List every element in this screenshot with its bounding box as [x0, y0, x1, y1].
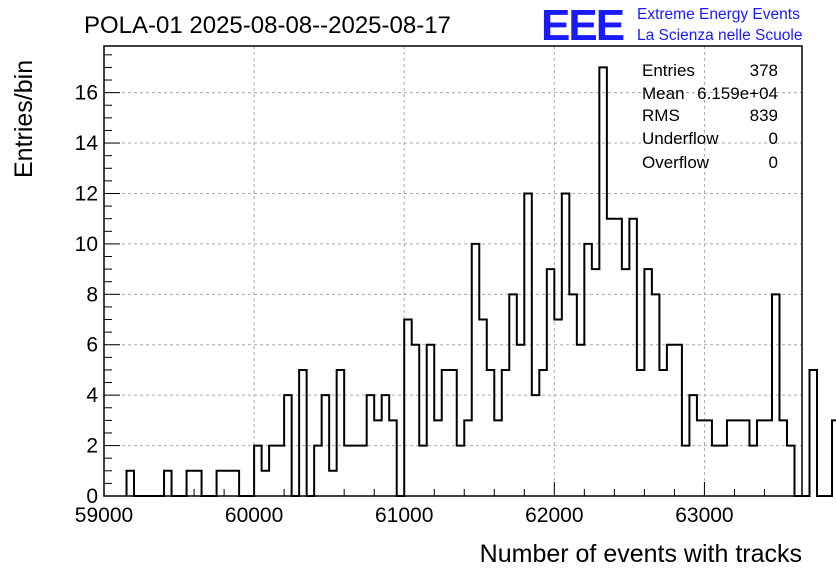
chart-title: POLA-01 2025-08-08--2025-08-17: [84, 12, 451, 39]
stat-value: 839: [750, 106, 778, 125]
y-tick-label: 10: [75, 233, 98, 256]
stat-label: RMS: [642, 106, 680, 125]
grid-lines: [103, 46, 802, 497]
eee-logo: EEE Extreme Energy Events La Scienza nel…: [541, 1, 802, 50]
logo-line-2: La Scienza nelle Scuole: [637, 27, 802, 44]
stat-label: Mean: [642, 84, 685, 103]
histogram-series: [125, 66, 836, 497]
y-tick-label: 14: [75, 132, 99, 155]
y-tick-label: 0: [86, 485, 98, 508]
y-tick-label: 16: [75, 82, 98, 105]
x-tick-label: 61000: [375, 504, 433, 527]
y-tick-label: 2: [86, 435, 98, 458]
stat-value: 378: [750, 61, 778, 80]
y-tick-label: 8: [86, 283, 98, 306]
stat-label: Entries: [642, 61, 695, 80]
stat-label: Underflow: [642, 129, 719, 148]
x-tick-label: 63000: [675, 504, 733, 527]
stats-box: Entries 378 Mean 6.159e+04 RMS 839 Underflow 0 O…: [642, 61, 778, 172]
y-tick-label: 4: [86, 384, 98, 407]
x-tick-label: 62000: [525, 504, 583, 527]
x-tick-label: 60000: [225, 504, 283, 527]
logo-mark: EEE: [541, 1, 624, 50]
y-tick-label: 12: [75, 182, 98, 205]
plot-frame: [103, 45, 803, 497]
stat-value: 0: [769, 153, 778, 172]
y-axis-label: Entries/bin: [10, 60, 38, 178]
axis-ticks: [103, 54, 795, 497]
y-tick-label: 6: [86, 334, 98, 357]
x-tick-label: 59000: [75, 504, 133, 527]
stat-value: 6.159e+04: [697, 84, 778, 103]
x-axis-label: Number of events with tracks: [480, 540, 802, 568]
tick-labels: 59000 60000 61000 62000 63000 0 2 4 6 8 10 12 14 16: [75, 82, 734, 527]
stat-value: 0: [769, 129, 778, 148]
stat-label: Overflow: [642, 153, 710, 172]
logo-line-1: Extreme Energy Events: [637, 6, 800, 23]
